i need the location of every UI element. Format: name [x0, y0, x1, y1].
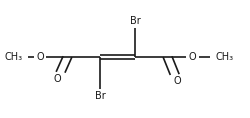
Text: Br: Br [94, 91, 106, 101]
Text: O: O [174, 76, 181, 86]
Text: O: O [36, 52, 44, 62]
Text: Br: Br [130, 16, 140, 26]
Text: O: O [189, 52, 196, 62]
Text: CH₃: CH₃ [216, 52, 234, 62]
Text: O: O [54, 74, 61, 84]
Text: CH₃: CH₃ [5, 52, 23, 62]
